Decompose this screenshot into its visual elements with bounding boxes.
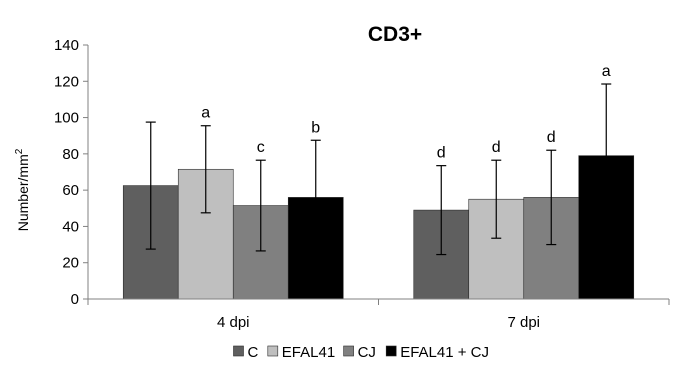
y-tick-label: 40 bbox=[62, 218, 79, 235]
y-axis-label: Number/mm bbox=[15, 154, 31, 231]
legend-swatch bbox=[267, 345, 279, 357]
y-tick-label: 120 bbox=[54, 73, 79, 90]
legend-label: EFAL41 bbox=[282, 344, 335, 361]
legend-swatch bbox=[233, 345, 244, 357]
significance-label: d bbox=[492, 139, 501, 156]
significance-label: b bbox=[311, 119, 320, 136]
legend-label: C bbox=[248, 344, 259, 361]
x-category-label: 7 dpi bbox=[507, 314, 540, 331]
chart-title: CD3+ bbox=[368, 23, 422, 46]
legend-label: EFAL41 + CJ bbox=[400, 344, 489, 361]
y-tick-label: 0 bbox=[71, 291, 79, 308]
significance-label: a bbox=[602, 63, 611, 80]
significance-label: d bbox=[437, 145, 446, 162]
y-tick-label: 100 bbox=[54, 110, 79, 127]
svg-text:Number/mm2: Number/mm2 bbox=[14, 148, 31, 231]
y-tick-label: 140 bbox=[54, 37, 79, 54]
significance-label: c bbox=[257, 139, 265, 156]
y-axis-label-superscript: 2 bbox=[14, 148, 25, 154]
y-tick-label: 80 bbox=[62, 146, 79, 163]
legend-swatch bbox=[385, 345, 397, 357]
legend-swatch bbox=[343, 345, 354, 357]
y-tick-label: 20 bbox=[62, 255, 79, 272]
x-category-label: 4 dpi bbox=[217, 314, 250, 331]
legend-label: CJ bbox=[358, 344, 376, 361]
significance-label: a bbox=[201, 105, 210, 122]
y-tick-label: 60 bbox=[62, 182, 79, 199]
y-axis-title: Number/mm2 bbox=[14, 148, 31, 231]
significance-label: d bbox=[547, 129, 556, 146]
